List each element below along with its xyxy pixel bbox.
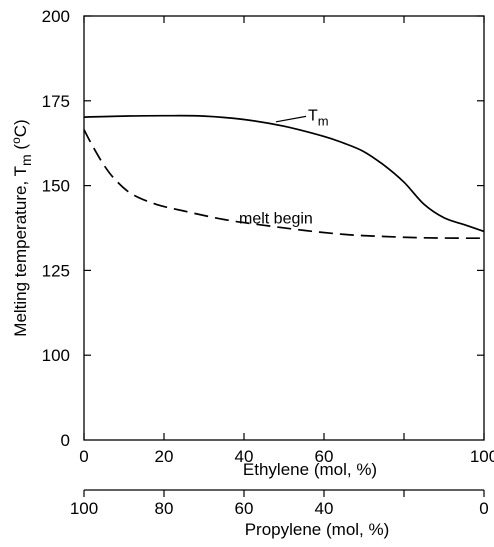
annotation-tm-text: T bbox=[308, 107, 318, 124]
x-tick-label: 60 bbox=[315, 447, 334, 466]
y-axis-title-unit-open: ( bbox=[11, 144, 30, 150]
y-tick-label: 150 bbox=[42, 177, 70, 196]
y-axis-title-unit-close: C) bbox=[11, 119, 30, 137]
x2-tick-label: 40 bbox=[315, 499, 334, 518]
y-tick-label: 0 bbox=[61, 431, 70, 450]
y-axis-title-main: Melting temperature, T bbox=[11, 166, 30, 337]
x2-tick-label: 80 bbox=[155, 499, 174, 518]
x-axis-title-unit: (mol, %) bbox=[314, 460, 377, 479]
annotation-melt-begin: melt begin bbox=[239, 211, 313, 228]
plot-frame bbox=[83, 15, 485, 441]
x-axis-title: Ethylene (mol, %) bbox=[243, 460, 377, 479]
x-axis-title-main: Ethylene bbox=[243, 460, 309, 479]
y-tick-label: 100 bbox=[42, 346, 70, 365]
x-tick-label: 40 bbox=[235, 447, 254, 466]
x2-tick-label: 100 bbox=[70, 499, 98, 518]
series-line-tm bbox=[83, 114, 485, 233]
x-tick-label: 0 bbox=[79, 447, 88, 466]
y-ticks: 0 100 125 150 175 200 bbox=[42, 7, 484, 450]
x2-tick-label: 0 bbox=[479, 499, 488, 518]
series-group bbox=[83, 114, 485, 240]
y-tick-label: 175 bbox=[42, 92, 70, 111]
annotation-tm-pointer bbox=[275, 115, 307, 123]
y-tick-label: 200 bbox=[42, 7, 70, 26]
x-tick-label: 100 bbox=[470, 447, 494, 466]
y-axis-title-sub: m bbox=[18, 154, 34, 166]
x2-axis: 100 80 60 40 0 bbox=[70, 489, 489, 518]
x2-axis-title-main: Propylene bbox=[245, 520, 322, 539]
x2-axis-title: Propylene (mol, %) bbox=[245, 520, 390, 539]
annotation-tm: Tm bbox=[275, 107, 329, 128]
annotation-tm-sub: m bbox=[318, 113, 329, 128]
x2-tick-label: 60 bbox=[235, 499, 254, 518]
y-axis-title: Melting temperature, Tm (oC) bbox=[9, 119, 34, 336]
y-tick-label: 125 bbox=[42, 261, 70, 280]
x-ticks: 0 20 40 60 100 bbox=[79, 16, 494, 466]
x2-axis-title-unit: (mol, %) bbox=[326, 520, 389, 539]
x-tick-label: 20 bbox=[155, 447, 174, 466]
y-axis-title-unit-sup: o bbox=[9, 137, 23, 144]
series-line-melt-begin bbox=[83, 129, 484, 240]
annotation-tm-label: Tm bbox=[308, 107, 329, 128]
